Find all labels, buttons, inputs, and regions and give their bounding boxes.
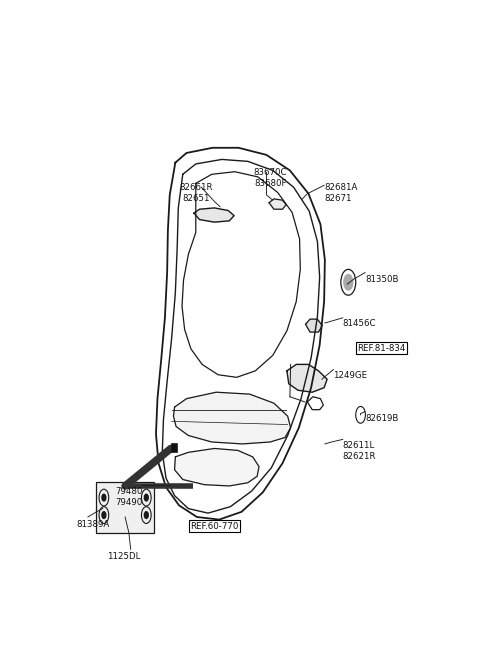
Text: 79480
79490: 79480 79490 xyxy=(115,487,143,508)
Circle shape xyxy=(144,512,148,518)
Text: 81389A: 81389A xyxy=(77,519,110,529)
Polygon shape xyxy=(305,319,322,332)
Polygon shape xyxy=(287,364,327,392)
Text: 82619B: 82619B xyxy=(365,413,398,422)
Text: REF.60-770: REF.60-770 xyxy=(190,521,239,531)
Circle shape xyxy=(102,495,106,501)
Text: REF.81-834: REF.81-834 xyxy=(358,344,406,352)
Circle shape xyxy=(102,512,106,518)
Text: 82681A
82671: 82681A 82671 xyxy=(324,183,358,204)
Polygon shape xyxy=(194,208,234,222)
Text: 1249GE: 1249GE xyxy=(334,371,368,380)
Bar xyxy=(96,482,154,533)
Text: 82611L
82621R: 82611L 82621R xyxy=(343,441,376,461)
Polygon shape xyxy=(173,392,290,444)
Circle shape xyxy=(344,274,353,290)
Circle shape xyxy=(144,495,148,501)
Polygon shape xyxy=(269,199,286,209)
Bar xyxy=(171,443,177,453)
Text: 81350B: 81350B xyxy=(365,274,398,284)
Text: 1125DL: 1125DL xyxy=(107,552,140,561)
Text: 81456C: 81456C xyxy=(343,319,376,328)
Polygon shape xyxy=(175,449,259,486)
Text: 82661R
82651: 82661R 82651 xyxy=(179,183,213,204)
Text: 83670C
83680F: 83670C 83680F xyxy=(253,168,287,188)
